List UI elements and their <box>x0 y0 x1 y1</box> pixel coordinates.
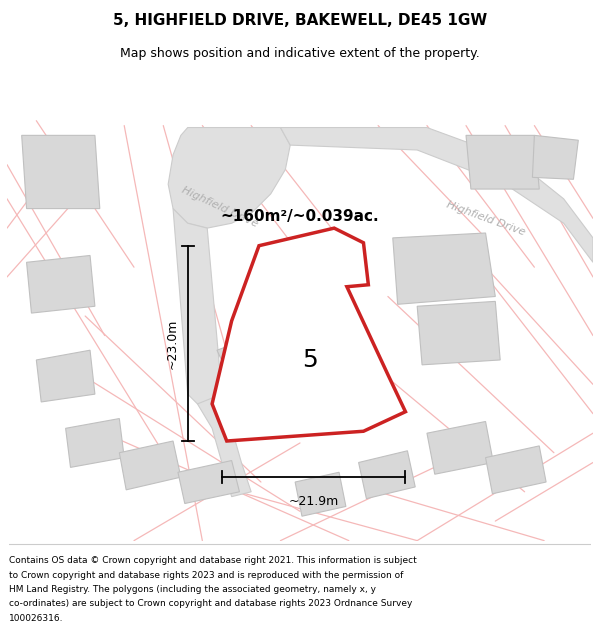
Polygon shape <box>427 421 493 474</box>
Polygon shape <box>178 461 239 504</box>
Polygon shape <box>168 127 290 228</box>
Text: co-ordinates) are subject to Crown copyright and database rights 2023 Ordnance S: co-ordinates) are subject to Crown copyr… <box>9 599 412 608</box>
Polygon shape <box>359 451 415 499</box>
Polygon shape <box>212 228 406 441</box>
Text: 5: 5 <box>302 348 317 372</box>
Text: Contains OS data © Crown copyright and database right 2021. This information is : Contains OS data © Crown copyright and d… <box>9 556 417 565</box>
Polygon shape <box>393 233 496 304</box>
Text: Highfield Drive: Highfield Drive <box>180 184 260 229</box>
Text: ~21.9m: ~21.9m <box>289 495 339 508</box>
Polygon shape <box>173 209 222 409</box>
Polygon shape <box>266 379 325 438</box>
Text: ~23.0m: ~23.0m <box>166 318 179 369</box>
Polygon shape <box>37 350 95 402</box>
Polygon shape <box>197 394 251 497</box>
Text: Highfield Drive: Highfield Drive <box>445 199 526 238</box>
Polygon shape <box>22 136 100 209</box>
Polygon shape <box>65 419 124 468</box>
Text: ~160m²/~0.039ac.: ~160m²/~0.039ac. <box>221 209 379 224</box>
Polygon shape <box>26 256 95 313</box>
Polygon shape <box>280 127 593 262</box>
Text: HM Land Registry. The polygons (including the associated geometry, namely x, y: HM Land Registry. The polygons (includin… <box>9 585 376 594</box>
Text: to Crown copyright and database rights 2023 and is reproduced with the permissio: to Crown copyright and database rights 2… <box>9 571 403 579</box>
Polygon shape <box>417 301 500 365</box>
Polygon shape <box>466 136 539 189</box>
Polygon shape <box>485 446 546 494</box>
Text: 5, HIGHFIELD DRIVE, BAKEWELL, DE45 1GW: 5, HIGHFIELD DRIVE, BAKEWELL, DE45 1GW <box>113 12 487 28</box>
Text: 100026316.: 100026316. <box>9 614 64 623</box>
Polygon shape <box>119 441 181 490</box>
Text: Map shows position and indicative extent of the property.: Map shows position and indicative extent… <box>120 48 480 61</box>
Polygon shape <box>532 136 578 179</box>
Polygon shape <box>295 472 346 516</box>
Polygon shape <box>217 331 300 414</box>
